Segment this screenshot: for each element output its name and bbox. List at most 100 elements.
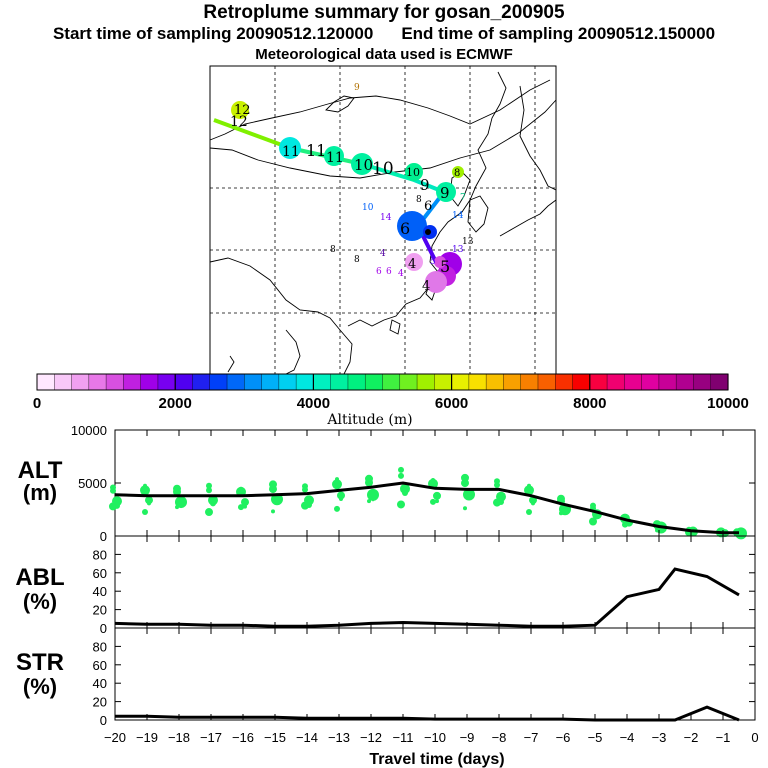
scatter-point — [304, 495, 314, 506]
plume-circle — [397, 211, 427, 241]
colorbar-cell — [589, 374, 608, 390]
y-tick-label: 10000 — [71, 423, 107, 438]
bay-coast — [227, 355, 235, 373]
colorbar-tick-labels: 0 2000 4000 6000 8000 10000 — [33, 395, 749, 412]
scatter-point — [400, 483, 410, 494]
trajectory-labels: 12 12 11 11 11 10 10 10 9 9 8 6 6 5 4 4 — [230, 103, 460, 294]
str-label-line1: STR — [16, 649, 64, 676]
colorbar-dividers — [54, 374, 711, 390]
x-tick-label: −10 — [424, 730, 446, 745]
small-marker: 13 — [452, 245, 464, 255]
y-tick-label: 40 — [93, 584, 107, 599]
x-tick-label: −15 — [264, 730, 286, 745]
colorbar-cell — [330, 374, 349, 390]
scatter-point — [461, 473, 469, 482]
trajectory-label: 12 — [234, 103, 251, 118]
scatter-point — [114, 502, 120, 509]
colorbar-cell — [296, 374, 314, 390]
colorbar-tick-label: 6000 — [435, 395, 468, 412]
alt-label-line2: (m) — [23, 480, 57, 505]
small-marker: 6 — [386, 267, 392, 277]
x-tick-label: −4 — [620, 730, 635, 745]
trajectory-label: 4 — [422, 279, 430, 294]
scatter-point — [594, 513, 600, 520]
scatter-point — [557, 494, 565, 503]
scatter-point — [494, 478, 500, 485]
map-panel: 12 12 11 11 11 10 10 10 9 9 8 6 6 5 4 4 … — [209, 65, 557, 375]
colorbar-cell — [192, 374, 211, 390]
scatter-point — [527, 483, 531, 488]
x-tick-label: −6 — [556, 730, 571, 745]
colorbar-cell — [710, 374, 729, 390]
x-tick-label: −14 — [296, 730, 318, 745]
plume-circle — [436, 182, 456, 202]
indochina-coast — [285, 329, 301, 375]
small-marker: 14 — [452, 211, 464, 221]
scatter-point — [143, 483, 147, 488]
abl-frame — [114, 535, 756, 629]
colorbar-cell — [157, 374, 176, 390]
scatter-point — [239, 486, 243, 491]
plume-circle — [425, 271, 447, 293]
x-tick-label: −17 — [200, 730, 222, 745]
plume-circle — [324, 146, 344, 166]
small-marker: 8 — [354, 255, 360, 265]
scatter-point — [269, 480, 277, 489]
colorbar-cell — [486, 374, 505, 390]
str-y-ticks: 0 20 40 60 80 — [93, 639, 755, 728]
x-tick-label: −19 — [136, 730, 158, 745]
trajectory-label: 11 — [326, 150, 344, 166]
receptor-site-marker — [425, 229, 431, 235]
trajectory-label: 4 — [408, 257, 416, 272]
abl-y-ticks: 0 20 40 60 80 — [93, 547, 755, 636]
colorbar-cell — [244, 374, 263, 390]
chart-title: Retroplume summary for gosan_200905 — [203, 2, 565, 23]
trajectory-label: 6 — [424, 199, 432, 214]
x-tick-label: −8 — [492, 730, 507, 745]
scatter-point — [302, 483, 308, 490]
colorbar-cells — [37, 374, 729, 390]
plume-circle — [452, 166, 464, 178]
plume-circle — [434, 256, 446, 268]
str-series-line — [115, 705, 740, 722]
scatter-point — [205, 508, 213, 517]
colorbar-cell — [313, 374, 332, 390]
y-tick-label: 0 — [100, 621, 107, 636]
scatter-point — [243, 504, 247, 509]
scatter-point — [180, 505, 182, 508]
x-tick-label: −13 — [328, 730, 350, 745]
lake-baikal — [325, 95, 355, 113]
sampling-times: Start time of sampling 20090512.120000 En… — [0, 24, 768, 44]
scatter-point — [531, 501, 535, 506]
alt-panel: 0 5000 10000 ALT (m) — [18, 423, 756, 544]
trajectory-circles — [231, 101, 464, 293]
trajectory-label: 11 — [282, 144, 300, 160]
alt-y-ticks: 0 5000 10000 — [71, 423, 755, 544]
x-tick-label: −5 — [588, 730, 603, 745]
colorbar-cell — [347, 374, 366, 390]
start-time-label: Start time of sampling 20090512.120000 — [52, 24, 374, 43]
small-marker: 4 — [398, 269, 404, 279]
scatter-point — [398, 472, 404, 479]
colorbar-cell — [261, 374, 280, 390]
scatter-point — [431, 478, 435, 483]
colorbar-tick-label: 2000 — [159, 395, 192, 412]
trajectory-label: 9 — [440, 184, 450, 202]
colorbar-cell — [520, 374, 539, 390]
colorbar-cell — [693, 374, 712, 390]
trajectory-label: 10 — [372, 159, 394, 179]
scatter-point — [430, 498, 436, 505]
small-markers: 9 10 14 8 8 4 6 6 4 13 13 14 7 8 5 — [330, 83, 474, 279]
colorbar-cell — [54, 374, 73, 390]
scatter-point — [564, 511, 566, 514]
trajectory-label: 10 — [406, 166, 420, 179]
southwest-border — [209, 257, 353, 375]
scatter-point — [339, 497, 343, 502]
colorbar-cell — [572, 374, 591, 390]
japan-coast — [499, 199, 557, 237]
scatter-point — [590, 502, 596, 509]
met-data-label: Meteorological data used is ECMWF — [255, 46, 513, 63]
map-gridlines — [210, 66, 556, 374]
x-tick-label: −9 — [460, 730, 475, 745]
